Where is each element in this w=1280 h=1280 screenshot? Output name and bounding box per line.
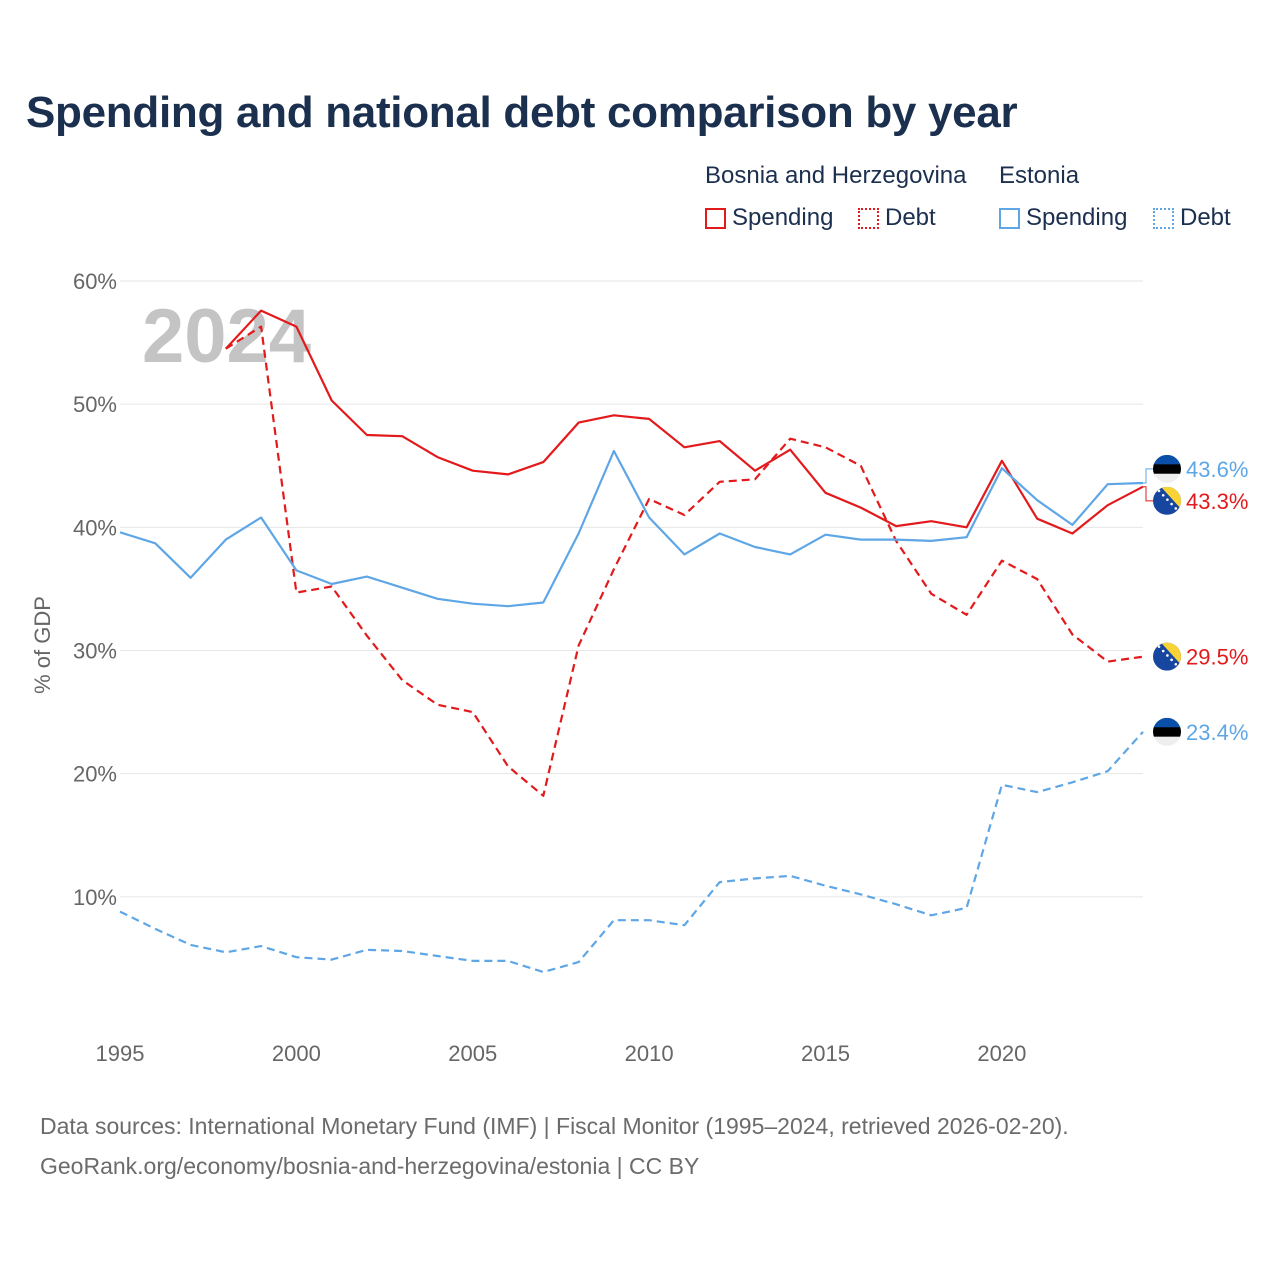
legend-swatch-estonia-spending	[999, 207, 1020, 229]
legend-label-bosnia-spending: Spending	[732, 204, 834, 231]
legend-swatch-estonia-debt	[1153, 207, 1174, 229]
series-line-estonia-debt[interactable]	[119, 731, 1144, 974]
legend-group-bosnia: Bosnia and Herzegovina	[705, 162, 967, 189]
legend-item-bosnia-debt[interactable]: Debt	[858, 204, 936, 232]
legend-item-estonia-debt[interactable]: Debt	[1153, 204, 1231, 232]
end-value-label: 43.3%	[1186, 489, 1248, 514]
y-axis-label: % of GDP	[30, 596, 55, 694]
year-watermark: 2024	[142, 294, 311, 379]
legend-label-bosnia-debt: Debt	[885, 204, 936, 231]
end-value-label: 43.6%	[1186, 457, 1248, 482]
sources-line-1: Data sources: International Monetary Fun…	[40, 1113, 1069, 1139]
sources-line-2[interactable]: GeoRank.org/economy/bosnia-and-herzegovi…	[40, 1153, 700, 1179]
legend-label-estonia-debt: Debt	[1180, 204, 1231, 231]
legend-swatch-bosnia-spending	[705, 207, 726, 229]
y-tick-label: 50%	[73, 392, 117, 417]
x-tick-label: 2000	[272, 1041, 321, 1066]
legend-item-bosnia-spending[interactable]: Spending	[705, 204, 833, 232]
end-connector	[1143, 486, 1153, 502]
x-tick-label: 2020	[977, 1041, 1026, 1066]
y-tick-label: 20%	[73, 762, 117, 787]
estonia-flag-icon	[1153, 717, 1181, 746]
y-tick-label: 30%	[73, 639, 117, 664]
legend-group-estonia: Estonia	[999, 162, 1080, 189]
y-tick-label: 40%	[73, 515, 117, 540]
y-tick-label: 10%	[73, 885, 117, 910]
end-value-label: 29.5%	[1186, 645, 1248, 670]
legend-label-estonia-spending: Spending	[1026, 204, 1128, 231]
legend-item-estonia-spending[interactable]: Spending	[999, 204, 1127, 232]
series-line-bosnia-and-herzegovina-debt[interactable]	[225, 325, 1144, 797]
x-tick-label: 1995	[96, 1041, 145, 1066]
estonia-flag-icon	[1153, 454, 1181, 483]
data-sources: Data sources: International Monetary Fun…	[40, 1106, 1069, 1186]
series-line-bosnia-and-herzegovina-spending[interactable]	[224, 309, 1144, 535]
y-tick-label: 60%	[73, 269, 117, 294]
series-line-estonia-spending[interactable]	[119, 449, 1144, 608]
x-tick-label: 2005	[448, 1041, 497, 1066]
end-connector	[1143, 468, 1153, 484]
chart-title: Spending and national debt comparison by…	[26, 88, 1018, 137]
x-tick-label: 2015	[801, 1041, 850, 1066]
end-value-label: 23.4%	[1186, 720, 1248, 745]
bosnia-flag-icon	[1153, 642, 1181, 671]
legend-swatch-bosnia-debt	[858, 207, 879, 229]
bosnia-flag-icon	[1153, 486, 1181, 515]
x-tick-label: 2010	[625, 1041, 674, 1066]
